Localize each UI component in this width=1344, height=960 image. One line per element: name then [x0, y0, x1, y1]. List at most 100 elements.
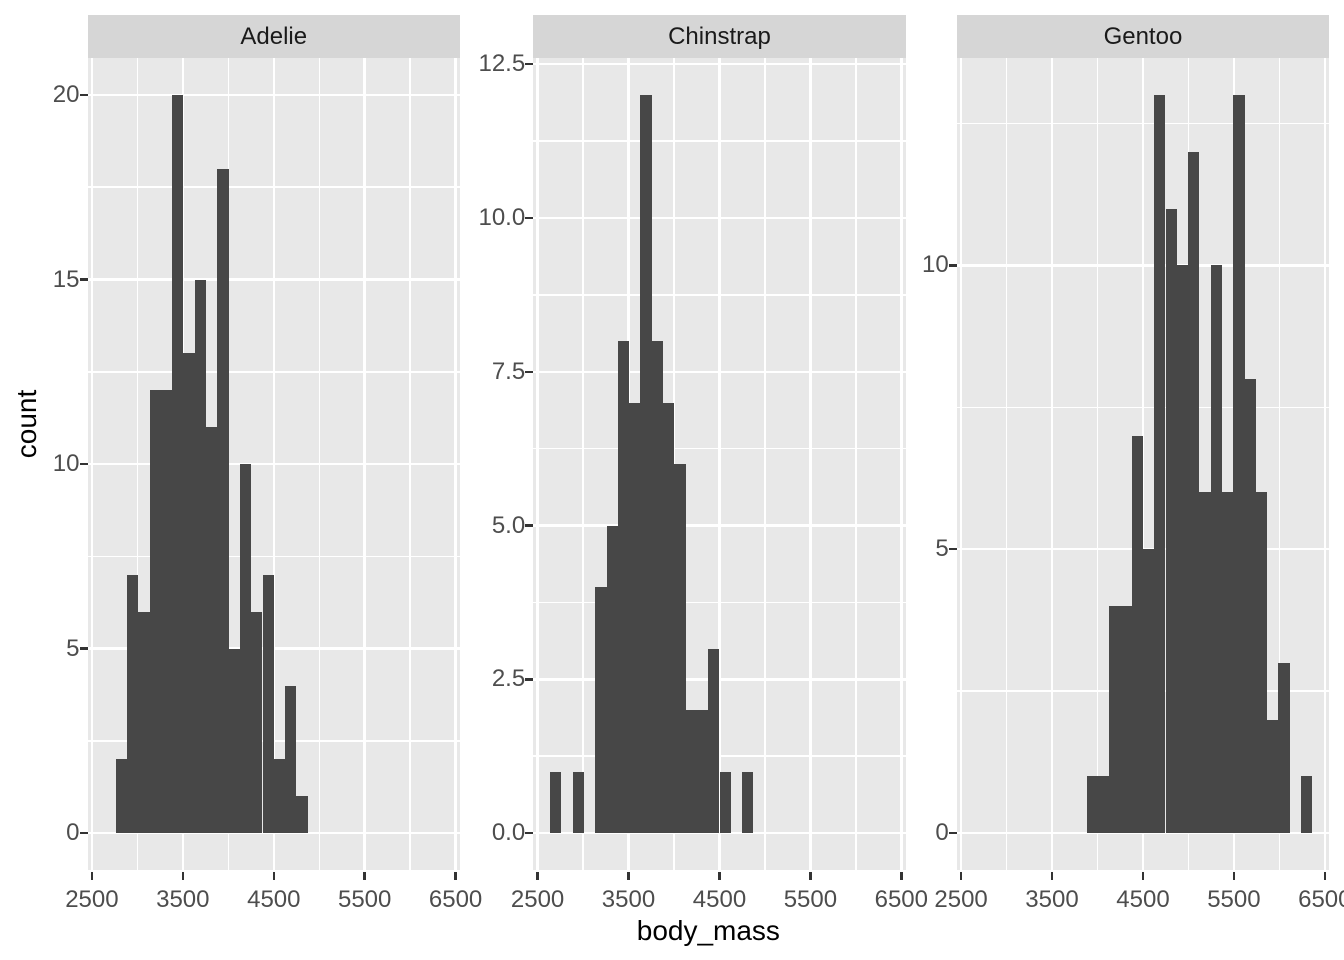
histogram-bar	[719, 771, 731, 834]
y-major-gridline	[87, 93, 460, 97]
y-axis-tick-label: 20	[52, 80, 80, 108]
y-minor-gridline	[956, 122, 1330, 125]
histogram-bar	[640, 94, 652, 834]
facet-strip-label: Chinstrap	[668, 23, 771, 50]
x-major-gridline	[718, 58, 721, 870]
y-minor-gridline	[533, 140, 906, 142]
y-major-gridline	[533, 831, 906, 835]
x-axis-tick	[1323, 872, 1327, 880]
y-axis-tick-label: 10	[52, 450, 80, 477]
x-axis-tick-label: 3500	[1025, 886, 1079, 913]
x-axis-tick	[1050, 872, 1054, 880]
x-axis-tick-label: 4500	[247, 886, 301, 913]
histogram-bar	[708, 648, 720, 833]
x-minor-gridline	[1278, 58, 1281, 870]
x-axis-tick-label: 4500	[692, 886, 747, 913]
y-axis-tick	[79, 647, 88, 650]
histogram-bar	[1143, 549, 1155, 834]
histogram-bar	[1188, 151, 1200, 834]
histogram-bar	[572, 771, 584, 834]
histogram-bar	[1222, 492, 1234, 834]
histogram-bar	[1120, 606, 1132, 834]
histogram-bar	[1278, 662, 1290, 833]
y-axis-title: count	[11, 389, 42, 459]
histogram-bar	[273, 759, 286, 834]
histogram-bar	[617, 341, 630, 834]
histogram-bar	[651, 341, 663, 834]
x-axis-tick-label: 6500	[428, 886, 483, 913]
x-major-gridline	[1050, 58, 1054, 870]
histogram-bar	[285, 685, 297, 834]
y-axis-tick	[525, 62, 534, 66]
histogram-bar	[1154, 94, 1166, 834]
y-axis-tick	[948, 264, 957, 267]
facet-strip	[533, 15, 906, 58]
y-axis-tick-label: 5	[66, 634, 80, 662]
histogram-bar	[1301, 776, 1313, 834]
y-axis-tick	[525, 831, 534, 835]
histogram-bar	[115, 759, 127, 834]
x-minor-gridline	[1005, 58, 1008, 870]
y-major-gridline	[533, 524, 906, 527]
x-axis-tick-label: 3500	[601, 886, 656, 913]
x-axis-tick-label: 2500	[934, 886, 988, 913]
x-axis-tick	[272, 872, 275, 880]
x-major-gridline	[536, 58, 539, 870]
x-major-gridline	[900, 58, 903, 870]
y-axis-tick-label: 5	[935, 535, 949, 563]
x-axis-tick-label: 3500	[156, 886, 210, 913]
y-axis-tick	[525, 216, 534, 220]
y-axis-tick	[79, 278, 88, 281]
histogram-bar	[1086, 776, 1098, 834]
x-axis-tick	[1141, 872, 1145, 880]
y-axis-tick-label: 12.5	[478, 50, 526, 78]
y-major-gridline	[533, 216, 906, 220]
histogram-bar	[1233, 94, 1245, 834]
x-major-gridline	[959, 58, 963, 870]
histogram-bar	[595, 587, 607, 834]
y-minor-gridline	[87, 186, 460, 188]
y-minor-gridline	[87, 555, 460, 557]
y-axis-tick-label: 10	[921, 251, 949, 279]
histogram-bar	[1131, 435, 1143, 834]
histogram-bar	[674, 464, 686, 834]
y-axis-tick	[525, 370, 534, 373]
histogram-bar	[1165, 208, 1177, 834]
x-minor-gridline	[582, 58, 584, 870]
histogram-bar	[183, 353, 195, 834]
histogram-bar	[228, 648, 240, 833]
histogram-bar	[1267, 719, 1279, 834]
facet-strip-label: Gentoo	[1103, 23, 1183, 50]
facet-strip	[956, 15, 1330, 58]
x-axis-tick-label: 5500	[337, 886, 392, 913]
y-axis-tick-label: 2.5	[491, 665, 526, 693]
histogram-bar	[606, 525, 618, 834]
histogram-bar	[685, 710, 697, 834]
histogram-bar	[160, 390, 173, 834]
x-axis-tick	[959, 872, 963, 880]
histogram-bar	[1210, 265, 1222, 834]
y-minor-gridline	[533, 601, 906, 604]
histogram-bar	[696, 710, 709, 834]
histogram-bar	[262, 574, 274, 834]
histogram-bar	[127, 574, 139, 834]
histogram-bar	[742, 771, 754, 834]
y-axis-tick-label: 0.0	[491, 819, 526, 847]
y-axis-tick	[948, 547, 957, 551]
x-minor-gridline	[1096, 58, 1099, 870]
histogram-bar	[1244, 378, 1256, 834]
facet-strip-label: Adelie	[240, 23, 308, 50]
histogram-bar	[1199, 492, 1211, 834]
x-axis-tick	[363, 872, 366, 880]
x-axis-tick-label: 6500	[874, 886, 928, 913]
y-axis-tick	[525, 524, 534, 527]
y-major-gridline	[87, 278, 460, 281]
y-axis-tick	[79, 462, 88, 466]
x-axis-tick	[627, 872, 630, 880]
histogram-bar	[629, 402, 641, 834]
y-major-gridline	[87, 462, 460, 466]
y-axis-tick-label: 5.0	[491, 511, 526, 539]
x-axis-tick-label: 5500	[1207, 886, 1261, 913]
histogram-bar	[138, 611, 150, 834]
